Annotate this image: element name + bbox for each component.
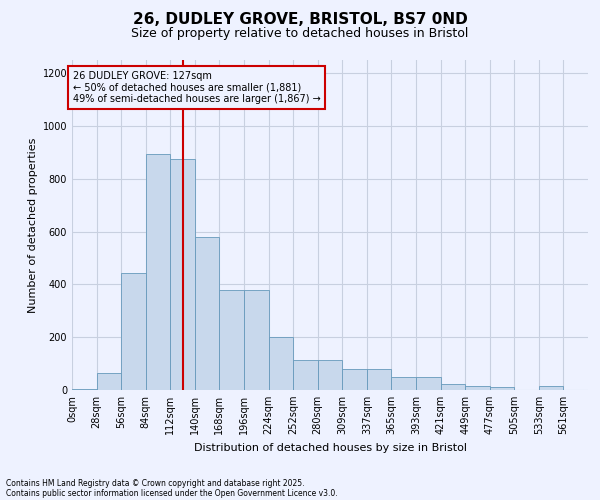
Text: 26 DUDLEY GROVE: 127sqm
← 50% of detached houses are smaller (1,881)
49% of semi: 26 DUDLEY GROVE: 127sqm ← 50% of detache… [73,70,320,104]
Bar [342,369,367,390]
Bar [293,360,318,390]
Y-axis label: Number of detached properties: Number of detached properties [28,138,38,312]
Text: 26, DUDLEY GROVE, BRISTOL, BS7 0ND: 26, DUDLEY GROVE, BRISTOL, BS7 0ND [133,12,467,28]
Bar [220,290,244,390]
Bar [244,290,269,390]
Bar [195,237,220,390]
Bar [539,386,563,390]
Text: Contains public sector information licensed under the Open Government Licence v3: Contains public sector information licen… [6,488,338,498]
Bar [97,373,121,390]
Bar [72,388,97,390]
Bar [440,384,465,390]
Bar [367,369,391,390]
Bar [269,337,293,390]
Text: Size of property relative to detached houses in Bristol: Size of property relative to detached ho… [131,28,469,40]
Bar [318,360,342,390]
Bar [121,272,146,390]
Bar [170,159,195,390]
Bar [465,386,490,390]
Bar [490,387,514,390]
X-axis label: Distribution of detached houses by size in Bristol: Distribution of detached houses by size … [193,442,467,452]
Bar [146,154,170,390]
Text: Contains HM Land Registry data © Crown copyright and database right 2025.: Contains HM Land Registry data © Crown c… [6,478,305,488]
Bar [416,378,440,390]
Bar [391,377,416,390]
